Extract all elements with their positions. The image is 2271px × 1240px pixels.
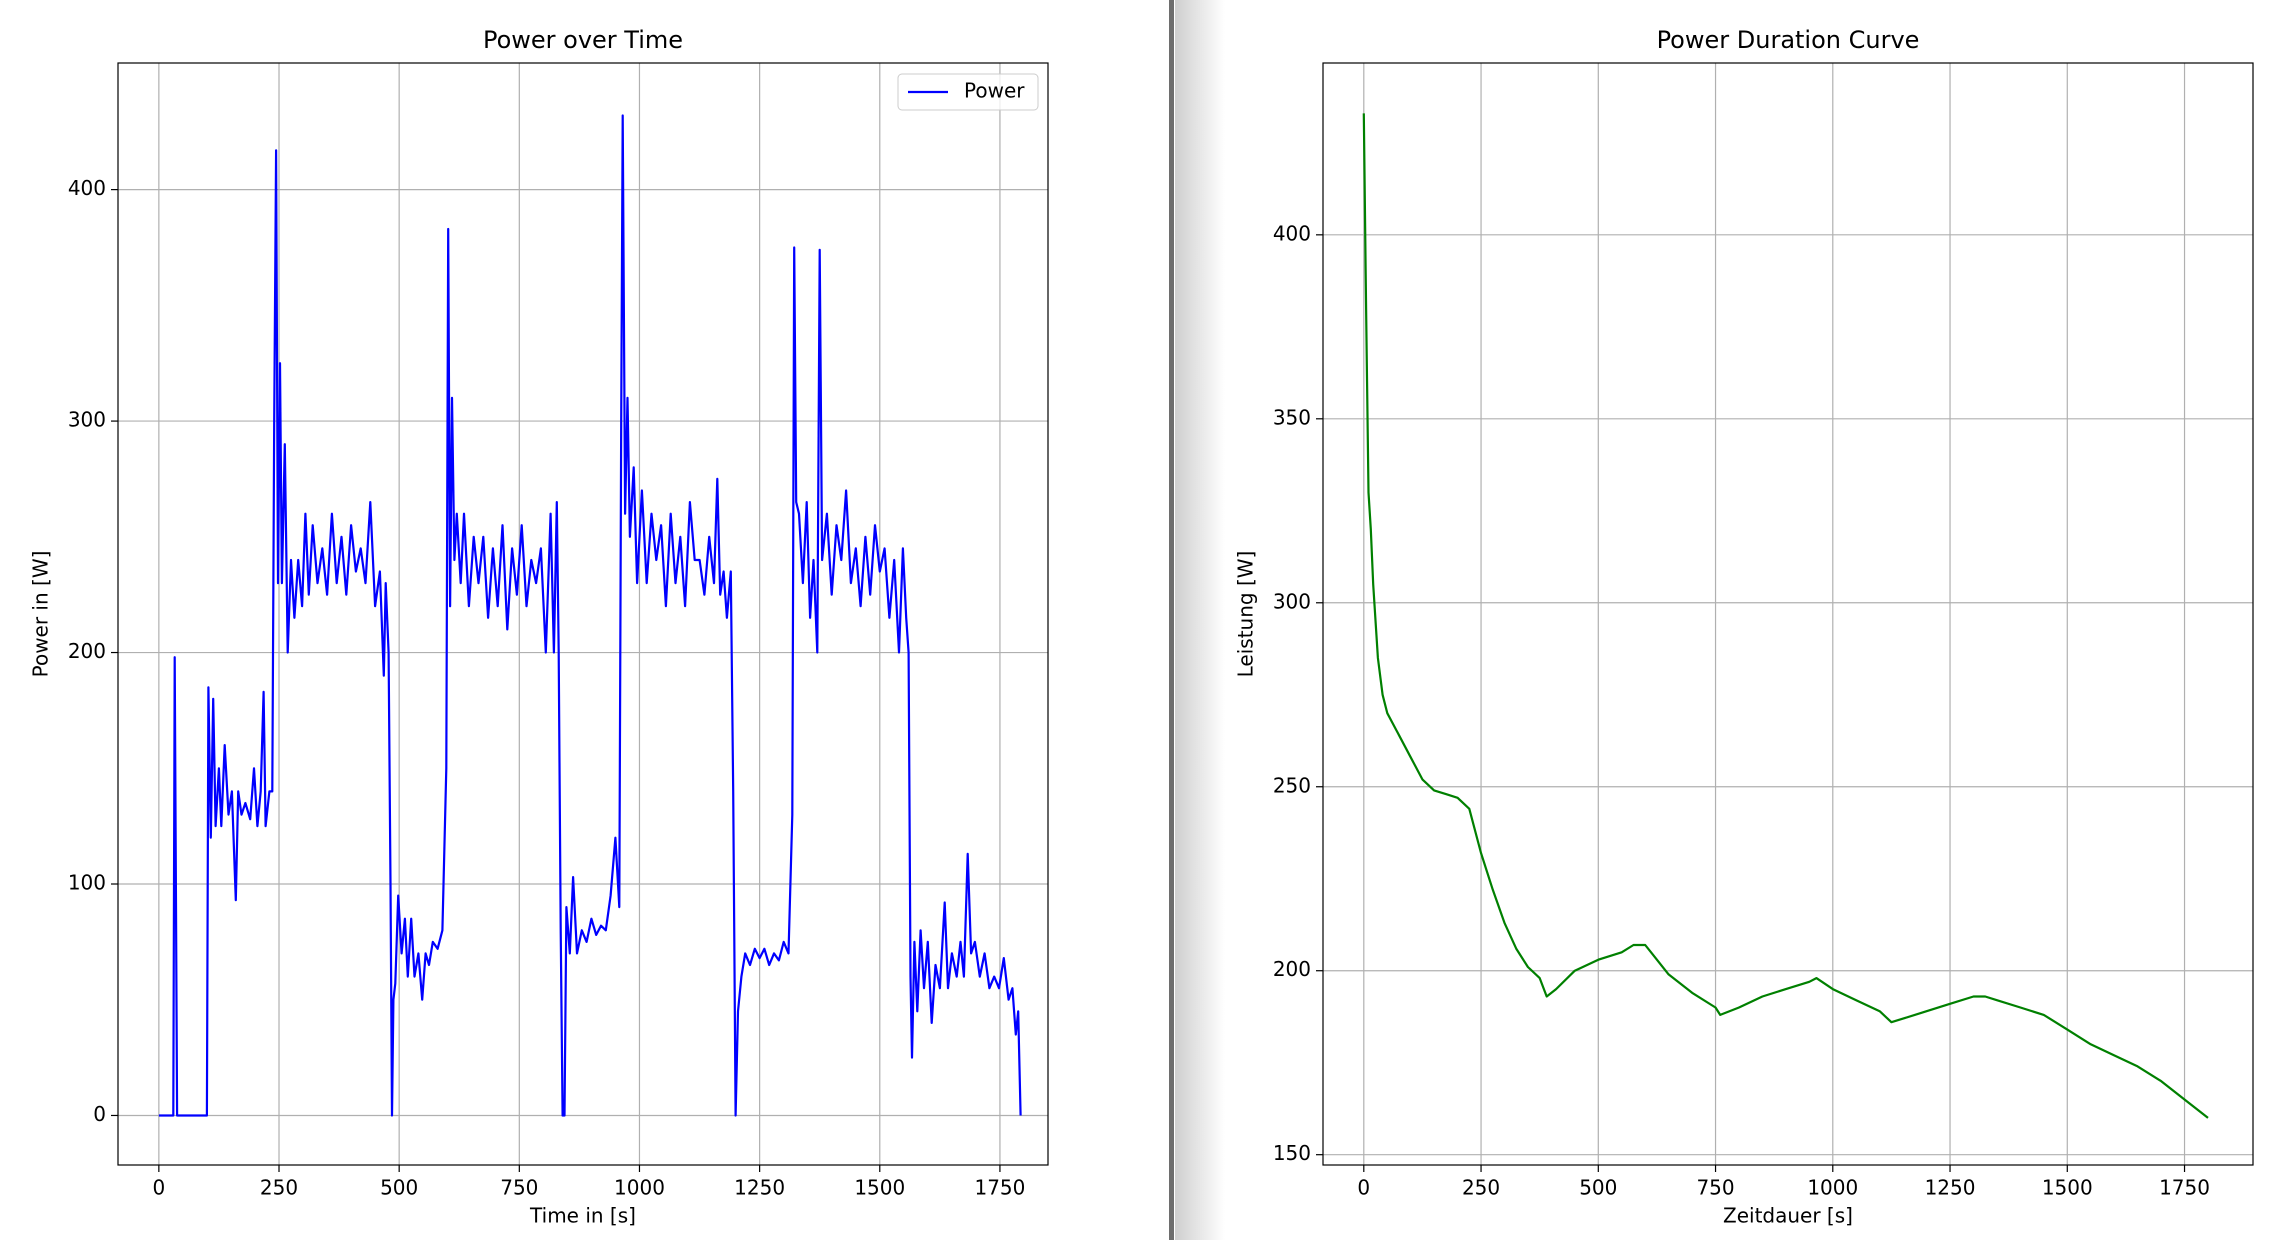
legend-label: Power	[964, 79, 1025, 103]
x-tick-label: 250	[1462, 1176, 1500, 1200]
chart-title: Power over Time	[483, 26, 683, 54]
x-tick-label: 250	[260, 1176, 298, 1200]
x-tick-label: 1750	[974, 1176, 1025, 1200]
y-tick-label: 200	[68, 639, 106, 663]
y-tick-label: 300	[1273, 589, 1311, 613]
y-axis-label: Leistung [W]	[1234, 551, 1258, 678]
x-tick-label: 0	[152, 1176, 165, 1200]
plot-frame	[1322, 62, 2254, 1166]
y-tick-label: 400	[1273, 221, 1311, 245]
x-tick-label: 1000	[614, 1176, 665, 1200]
y-tick-label: 250	[1273, 773, 1311, 797]
data-line	[1362, 113, 2209, 1119]
x-tick-label: 1250	[1925, 1176, 1976, 1200]
x-tick-label: 1500	[854, 1176, 905, 1200]
x-axis-label: Time in [s]	[529, 1204, 636, 1228]
y-axis-label: Power in [W]	[29, 551, 53, 678]
x-tick-label: 750	[1696, 1176, 1734, 1200]
y-tick-label: 200	[1273, 957, 1311, 981]
x-tick-label: 0	[1357, 1176, 1370, 1200]
y-tick-label: 350	[1273, 405, 1311, 429]
x-axis-label: Zeitdauer [s]	[1723, 1204, 1853, 1228]
legend-box	[897, 73, 1039, 111]
divider-shadow	[1175, 0, 1225, 1240]
x-tick-label: 1500	[2042, 1176, 2093, 1200]
y-tick-label: 400	[68, 176, 106, 200]
divider	[1169, 0, 1174, 1240]
x-tick-label: 500	[380, 1176, 418, 1200]
x-tick-label: 1250	[734, 1176, 785, 1200]
y-tick-label: 100	[68, 871, 106, 895]
x-tick-label: 500	[1579, 1176, 1617, 1200]
plot-frame	[117, 62, 1049, 1166]
x-tick-label: 1000	[1807, 1176, 1858, 1200]
x-tick-label: 1750	[2159, 1176, 2210, 1200]
chart-title: Power Duration Curve	[1657, 26, 1920, 54]
y-tick-label: 150	[1273, 1141, 1311, 1165]
x-tick-label: 750	[500, 1176, 538, 1200]
data-line	[158, 114, 1022, 1117]
y-tick-label: 300	[68, 408, 106, 432]
y-tick-label: 0	[93, 1102, 106, 1126]
